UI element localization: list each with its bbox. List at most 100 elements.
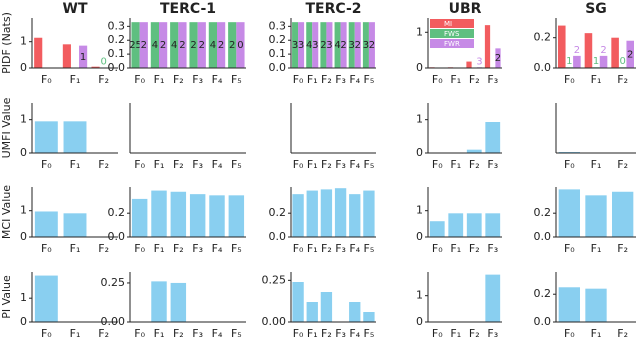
x-tick-label: F₂ — [98, 73, 109, 86]
x-tick-label: F₅ — [231, 327, 242, 340]
x-tick-label: F₅ — [364, 158, 375, 171]
x-tick-label: F₁ — [70, 158, 81, 171]
bar — [448, 213, 464, 237]
x-tick-label: F₃ — [192, 73, 203, 86]
x-tick-label: F₃ — [335, 242, 346, 255]
y-tick-label: 0.2 — [534, 287, 552, 300]
bar-annotation: 2 — [160, 40, 166, 51]
bar — [368, 22, 375, 69]
y-tick-label: 0.3 — [269, 19, 287, 32]
bar-annotation: 3 — [326, 40, 332, 51]
bar — [63, 213, 87, 237]
bar-annotation: 2 — [627, 49, 633, 60]
bar — [626, 40, 634, 68]
bar — [573, 55, 581, 68]
x-tick-label: F₁ — [591, 327, 602, 340]
x-tick-label: F₁ — [154, 73, 165, 86]
x-tick-label: F₁ — [307, 242, 318, 255]
bar — [170, 22, 179, 69]
x-tick-label: F₅ — [364, 242, 375, 255]
x-tick-label: F₄ — [212, 242, 223, 255]
bar — [91, 66, 100, 68]
x-tick-label: F₂ — [469, 158, 480, 171]
y-tick-label: 1 — [416, 25, 423, 38]
bar-annotation: 4 — [334, 40, 340, 51]
bar — [292, 282, 304, 322]
x-tick-label: F₄ — [349, 327, 360, 340]
x-tick-label: F₂ — [321, 242, 332, 255]
x-tick-label: F₅ — [364, 327, 375, 340]
bar — [362, 22, 369, 69]
x-tick-label: F₂ — [98, 242, 109, 255]
y-tick-label: 0.2 — [108, 206, 126, 219]
bar — [334, 188, 347, 237]
x-tick-label: F₃ — [192, 242, 203, 255]
x-tick-label: F₄ — [349, 158, 360, 171]
legend-label: MI — [444, 20, 452, 28]
x-tick-label: F₂ — [469, 73, 480, 86]
bar — [236, 22, 245, 69]
bar — [151, 190, 167, 237]
bar-annotation: 3 — [349, 40, 355, 51]
x-tick-label: F₄ — [349, 242, 360, 255]
y-tick-label: 0.0 — [534, 61, 552, 74]
bar — [334, 22, 341, 69]
x-tick-label: F₅ — [231, 158, 242, 171]
panel-title: TERC-2 — [305, 1, 361, 17]
y-tick-label: 0 — [416, 315, 423, 328]
x-tick-label: F₀ — [41, 73, 52, 86]
x-tick-label: F₃ — [487, 242, 498, 255]
bar-annotation: 2 — [218, 40, 224, 51]
bar-annotation: 3 — [292, 40, 298, 51]
bar — [495, 48, 501, 68]
bar-annotation: 2 — [190, 40, 196, 51]
bar — [63, 121, 87, 153]
bar — [217, 22, 226, 69]
x-tick-label: F₂ — [173, 73, 184, 86]
bar — [466, 61, 472, 68]
x-tick-label: F₃ — [192, 158, 203, 171]
bar-annotation: 3 — [312, 40, 318, 51]
bar — [189, 194, 206, 237]
bar-annotation: 2 — [600, 45, 606, 56]
x-tick-label: F₁ — [154, 242, 165, 255]
x-tick-label: F₀ — [564, 158, 575, 171]
bar — [585, 288, 607, 322]
x-tick-label: F₁ — [450, 242, 461, 255]
x-tick-label: F₁ — [70, 327, 81, 340]
bar — [131, 22, 140, 69]
y-tick-label: 1 — [416, 113, 423, 126]
y-tick-label: 1 — [416, 289, 423, 302]
bar-annotation: 1 — [80, 52, 86, 63]
bar — [170, 191, 187, 237]
x-tick-label: F₅ — [231, 242, 242, 255]
y-tick-label: 0 — [20, 146, 27, 159]
x-tick-label: F₀ — [293, 327, 304, 340]
x-tick-label: F₃ — [487, 327, 498, 340]
bar — [349, 302, 361, 322]
legend-swatch — [430, 19, 474, 28]
y-tick-label: 0.0 — [269, 230, 287, 243]
x-tick-label: F₁ — [591, 242, 602, 255]
bar — [139, 22, 148, 69]
x-tick-label: F₀ — [134, 242, 145, 255]
x-tick-label: F₃ — [335, 327, 346, 340]
x-tick-label: F₂ — [173, 242, 184, 255]
bar — [363, 190, 375, 237]
bar — [170, 282, 187, 322]
bar — [228, 195, 245, 237]
panel-title: TERC-1 — [160, 1, 216, 17]
legend-swatch — [430, 39, 474, 48]
x-tick-label: F₁ — [450, 327, 461, 340]
bar — [34, 121, 58, 153]
bar — [320, 292, 333, 322]
bar — [298, 22, 305, 69]
x-tick-label: F₀ — [134, 327, 145, 340]
bar — [584, 33, 593, 68]
bar — [306, 190, 318, 237]
x-tick-label: F₄ — [212, 158, 223, 171]
bar — [466, 213, 482, 237]
x-tick-label: F₃ — [335, 158, 346, 171]
x-tick-label: F₄ — [349, 73, 360, 86]
legend-label: FWS — [444, 30, 460, 38]
